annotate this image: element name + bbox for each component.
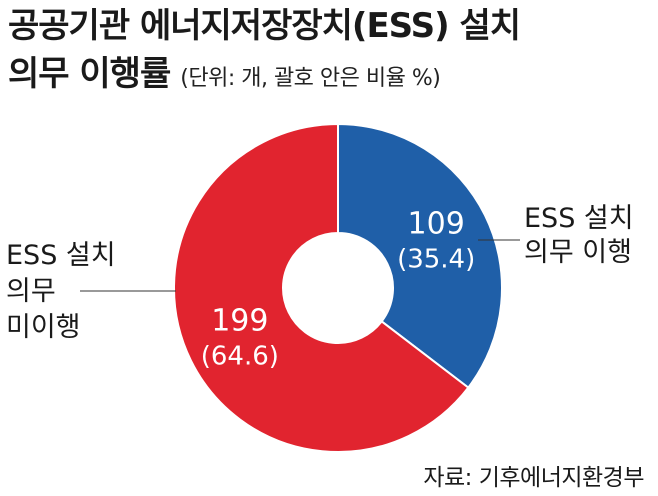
title-line-2-row: 의무 이행률 (단위: 개, 괄호 안은 비율 %) bbox=[8, 50, 520, 103]
slice-category-label-1-line-1: 의무 bbox=[6, 276, 56, 307]
slice-category-label-1-line-0: ESS 설치 bbox=[6, 240, 116, 271]
title-line-2: 의무 이행률 bbox=[8, 54, 171, 94]
donut-slice-1 bbox=[173, 122, 470, 453]
title-line-1: 공공기관 에너지저장장치(ESS) 설치 bbox=[8, 6, 521, 46]
slice-percent-label-1: (64.6) bbox=[201, 342, 279, 372]
unit-note: (단위: 개, 괄호 안은 비율 %) bbox=[180, 66, 441, 91]
slice-category-label-0-line-1: 의무 이행 bbox=[524, 237, 632, 268]
chart-title: 공공기관 에너지저장장치(ESS) 설치 의무 이행률 (단위: 개, 괄호 안은… bbox=[8, 2, 521, 103]
donut-slice-0 bbox=[337, 122, 503, 390]
slices-group bbox=[173, 122, 503, 453]
slice-category-label-0-line-0: ESS 설치 bbox=[524, 203, 634, 234]
slice-category-label-1-line-2: 미이행 bbox=[6, 312, 81, 343]
slice-value-label-0: 109 bbox=[408, 206, 465, 241]
source-note: 자료: 기후에너지환경부 bbox=[423, 465, 644, 491]
slice-value-label-1: 199 bbox=[211, 304, 268, 339]
slice-percent-label-0: (35.4) bbox=[397, 244, 475, 274]
